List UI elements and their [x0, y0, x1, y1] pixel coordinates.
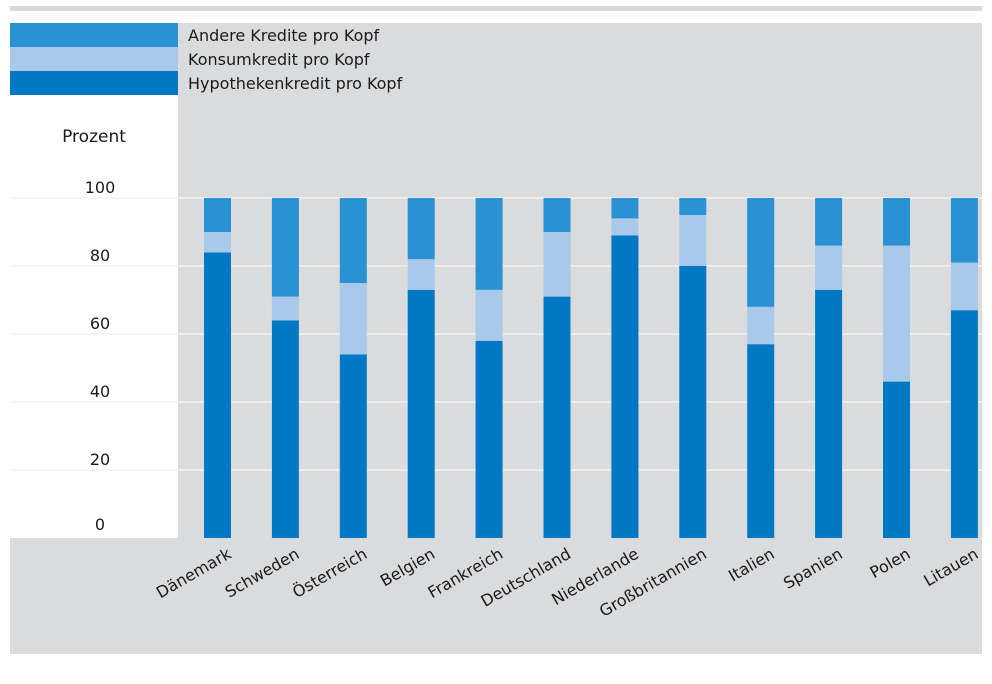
legend-swatch: [10, 71, 178, 95]
bar-segment: [815, 289, 843, 538]
bar-segment: [543, 232, 571, 297]
y-tick-label: 40: [90, 382, 110, 401]
bar-segment: [950, 310, 978, 538]
bar-segment: [679, 215, 707, 266]
legend-label: Hypothekenkredit pro Kopf: [188, 74, 403, 93]
bar-segment: [204, 198, 231, 232]
legend: Andere Kredite pro Kopf Konsumkredit pro …: [10, 23, 403, 95]
bar-segment: [339, 283, 367, 355]
bar-segment: [407, 289, 435, 538]
bars: [204, 198, 978, 538]
y-axis-label: Prozent: [62, 127, 126, 147]
left-panel-background: [10, 23, 178, 538]
bar-segment: [883, 198, 910, 246]
legend-swatch: [10, 23, 178, 47]
y-tick-label: 100: [85, 178, 116, 197]
plot-background: [178, 23, 982, 538]
bar-segment: [204, 232, 231, 253]
y-tick-label: 60: [90, 314, 110, 333]
legend-swatch: [10, 47, 178, 71]
bar-segment: [407, 198, 435, 260]
bar-segment: [271, 320, 299, 538]
bar-segment: [543, 198, 571, 232]
bar-segment: [747, 198, 775, 307]
bar-segment: [271, 296, 299, 321]
bar-segment: [815, 198, 843, 246]
legend-label: Andere Kredite pro Kopf: [188, 26, 380, 45]
bar-segment: [611, 235, 639, 538]
y-tick-label: 80: [90, 246, 110, 265]
bar-segment: [339, 354, 367, 538]
bar-segment: [611, 218, 639, 236]
y-tick-labels: 0 20 40 60 80 100: [85, 178, 116, 534]
bar-segment: [475, 340, 503, 538]
bar-segment: [815, 245, 843, 290]
bar-segment: [543, 296, 571, 538]
bar-segment: [883, 245, 910, 382]
bar-segment: [747, 344, 775, 538]
bar-segment: [339, 198, 367, 283]
bar-segment: [611, 198, 639, 219]
legend-label: Konsumkredit pro Kopf: [188, 50, 370, 69]
bar-segment: [204, 252, 231, 538]
bar-segment: [679, 266, 707, 538]
bar-segment: [475, 289, 503, 341]
bar-segment: [407, 259, 435, 290]
bar-segment: [883, 381, 910, 538]
top-rule: [10, 6, 982, 11]
y-tick-label: 0: [95, 515, 105, 534]
bar-segment: [950, 262, 978, 311]
bar-segment: [950, 198, 978, 263]
y-tick-label: 20: [90, 450, 110, 469]
bar-segment: [679, 198, 707, 215]
bar-segment: [747, 306, 775, 345]
bottom-background: [10, 538, 982, 654]
bar-segment: [475, 198, 503, 290]
bar-segment: [271, 198, 299, 297]
